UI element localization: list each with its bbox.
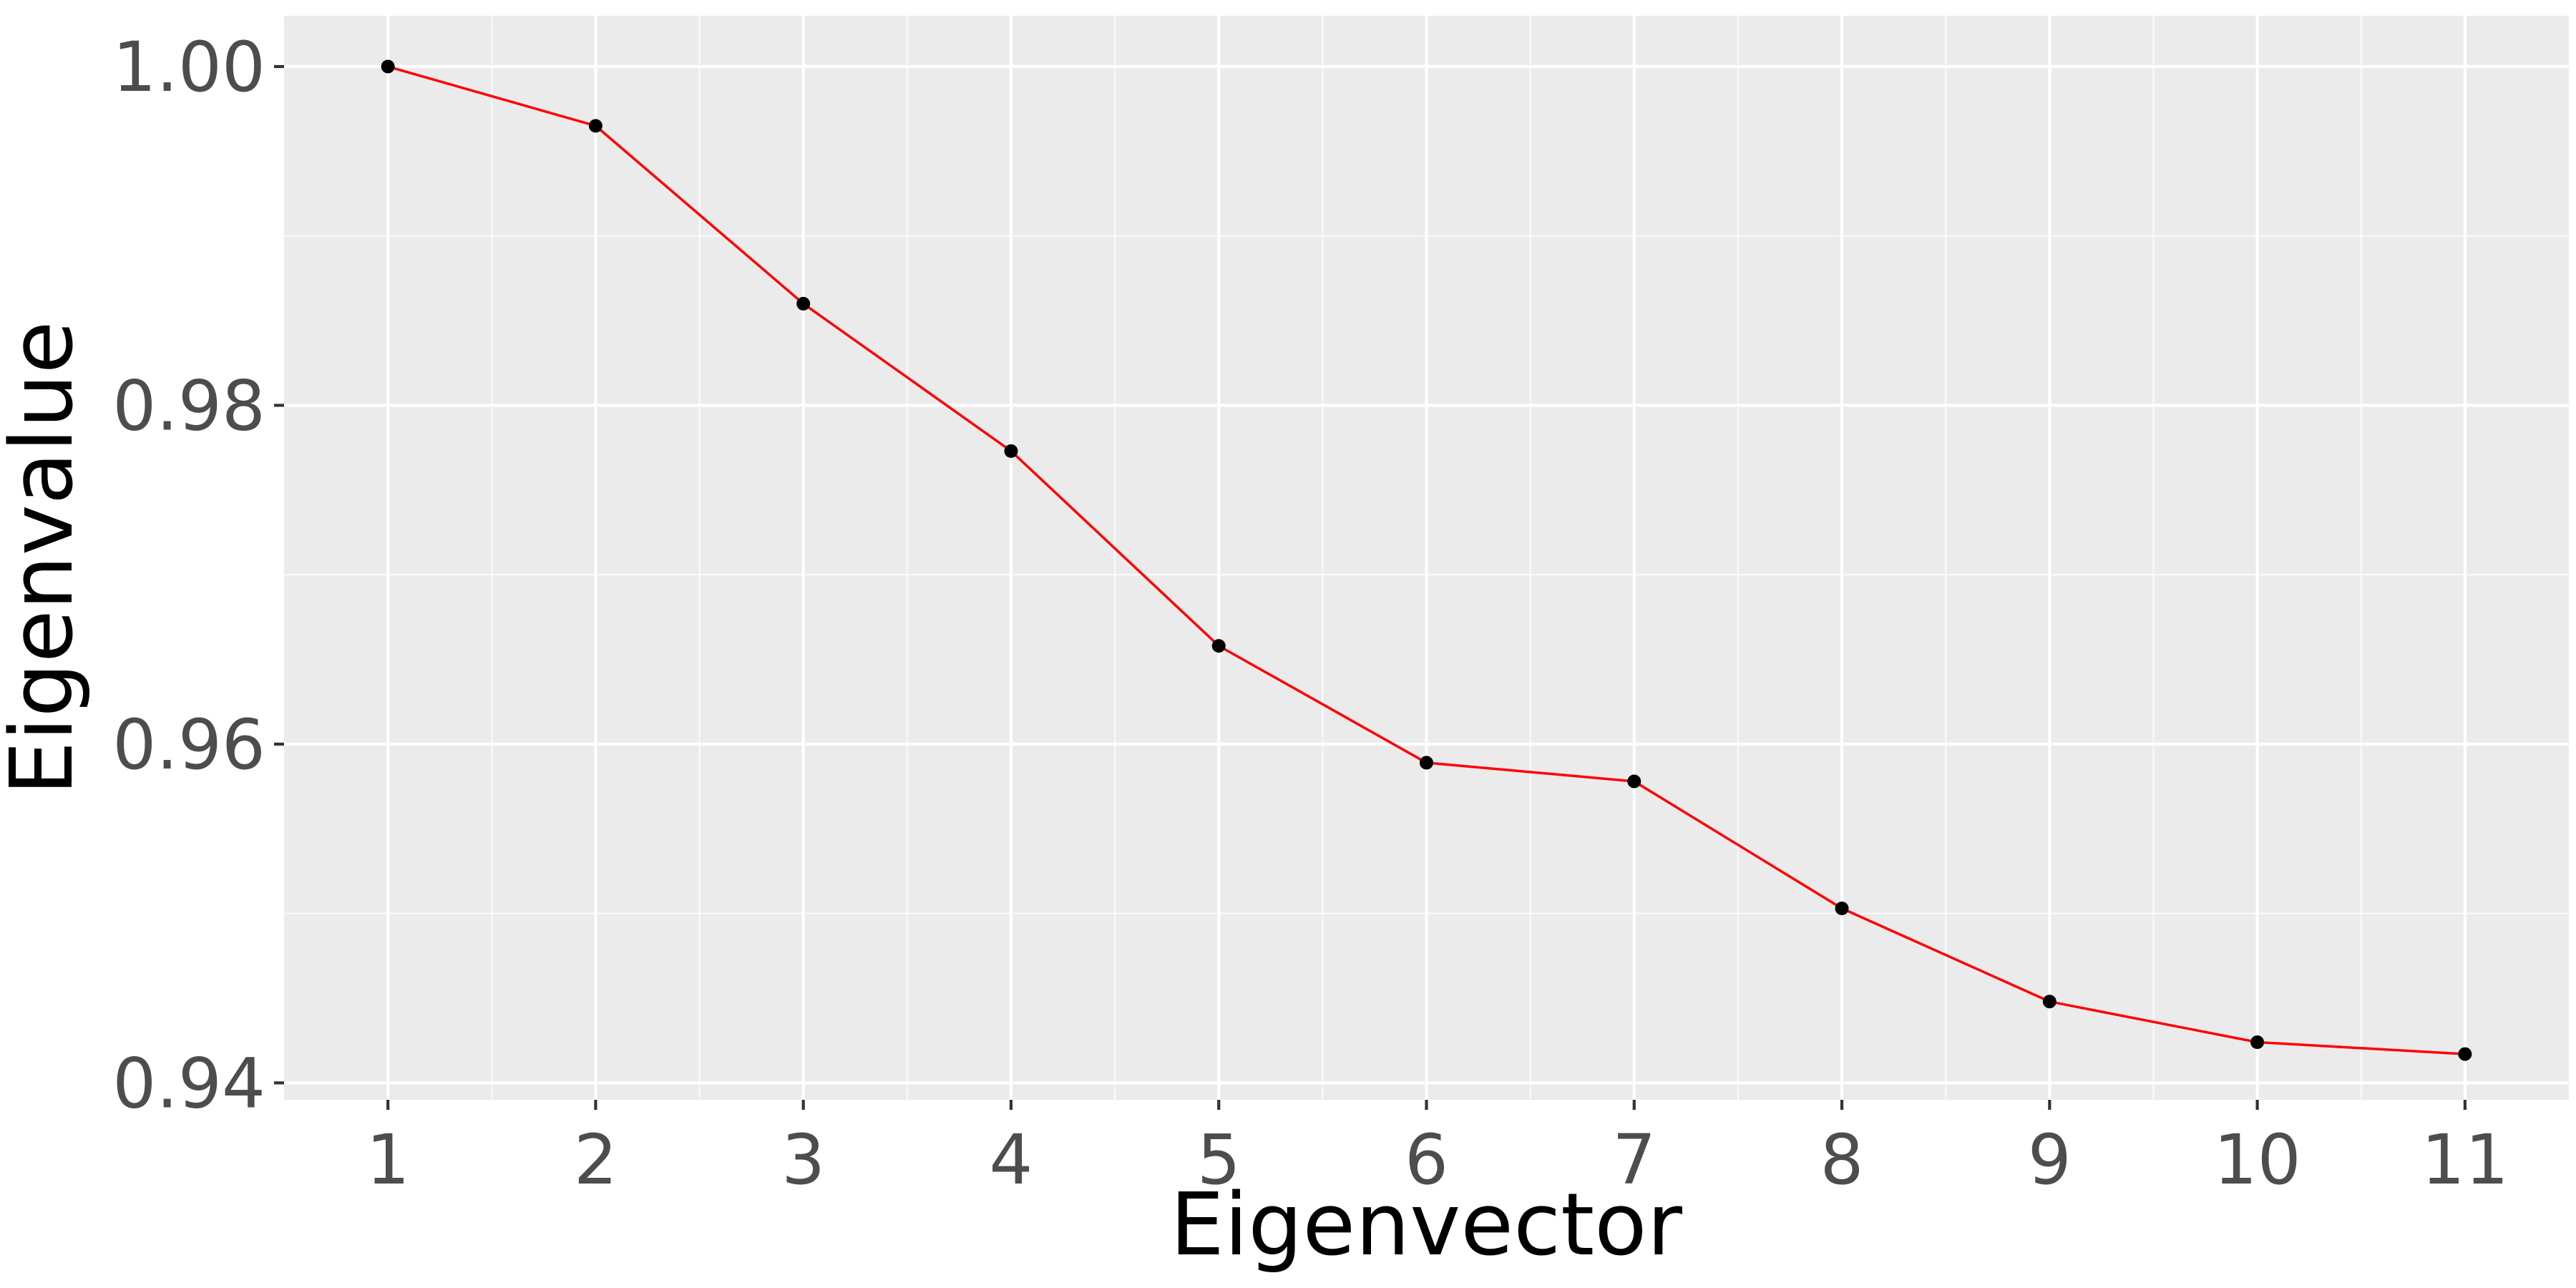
x-tick-label: 10 — [2214, 1120, 2301, 1200]
y-tick-label: 1.00 — [112, 27, 265, 107]
data-point — [1835, 902, 1849, 916]
data-point — [1004, 444, 1018, 458]
x-tick-label: 5 — [1197, 1120, 1241, 1200]
data-point — [1211, 639, 1226, 653]
y-tick-label: 0.96 — [112, 705, 265, 785]
y-axis: 0.94 0.96 0.98 1.00 — [112, 27, 284, 1123]
x-tick-label: 11 — [2421, 1120, 2509, 1200]
x-tick-label: 8 — [1820, 1120, 1864, 1200]
data-point — [381, 59, 395, 74]
data-point — [1420, 756, 1433, 770]
x-tick-label: 4 — [989, 1120, 1033, 1200]
x-tick-label: 7 — [1612, 1120, 1656, 1200]
y-tick-label: 0.94 — [112, 1043, 265, 1123]
x-tick-label: 9 — [2028, 1120, 2072, 1200]
x-tick-label: 2 — [574, 1120, 618, 1200]
y-tick-label: 0.98 — [112, 366, 265, 446]
data-point — [2250, 1035, 2265, 1050]
data-point — [796, 296, 811, 311]
x-tick-label: 6 — [1405, 1120, 1448, 1200]
x-tick-label: 3 — [781, 1120, 825, 1200]
x-axis: 1 2 3 4 5 6 7 8 9 10 11 — [366, 1100, 2509, 1200]
data-point — [1627, 774, 1641, 789]
x-tick-label: 1 — [366, 1120, 410, 1200]
data-point — [2042, 995, 2057, 1009]
data-point — [2458, 1047, 2472, 1061]
data-point — [588, 119, 602, 133]
x-axis-title: Eigenvector — [1170, 1176, 1683, 1275]
series-layer — [381, 59, 2472, 1061]
y-axis-title: Eigenvalue — [0, 321, 92, 796]
grid-lines — [284, 16, 2569, 1100]
